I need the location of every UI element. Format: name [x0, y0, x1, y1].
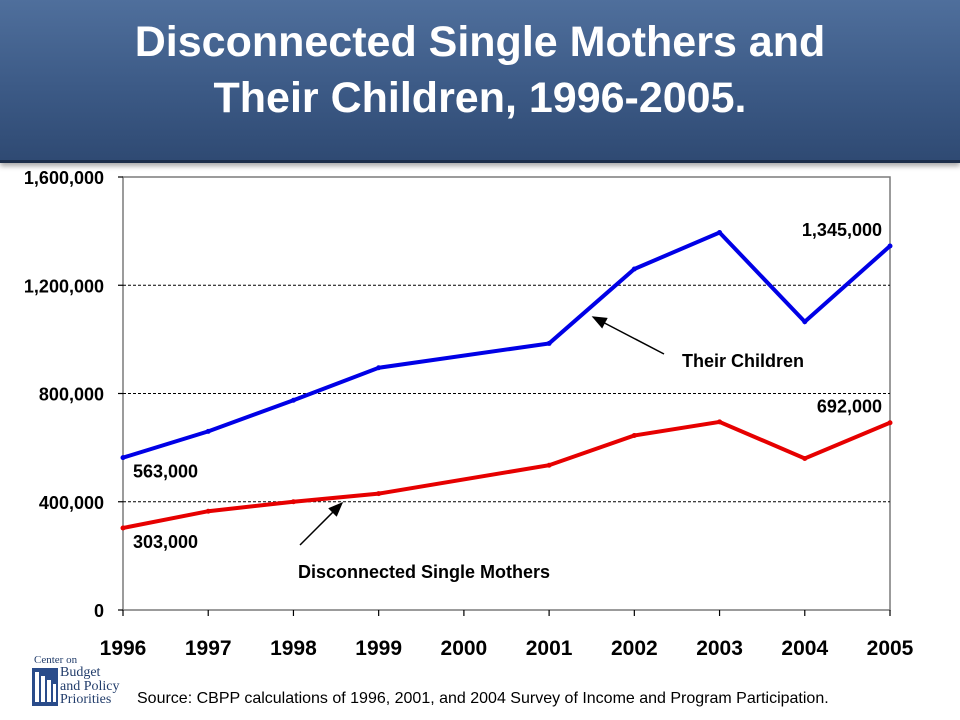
data-label: 563,000: [133, 462, 198, 482]
y-tick-label: 800,000: [39, 385, 104, 405]
data-point: [290, 499, 296, 505]
data-point: [205, 508, 211, 514]
x-tick-label: 2000: [441, 637, 488, 660]
logo-mark-icon: [32, 668, 58, 706]
data-point: [376, 365, 382, 371]
annotation-single-mothers: Disconnected Single Mothers: [298, 562, 550, 582]
x-tick-label: 2001: [526, 637, 573, 660]
line-chart: 0 400,000 800,000 1,200,000 1,600,000 1996 199…: [24, 168, 914, 660]
data-point: [717, 229, 723, 235]
data-point: [376, 491, 382, 497]
title-line-2: Their Children, 1996-2005.: [213, 74, 747, 122]
data-point: [546, 462, 552, 468]
x-tick-label: 1996: [100, 637, 147, 660]
x-tick-label: 1997: [185, 637, 232, 660]
x-tick-label: 1999: [355, 637, 402, 660]
logo-text-and-policy: and Policy: [60, 679, 120, 694]
data-label: 303,000: [133, 532, 198, 552]
y-tick-label: 1,200,000: [24, 276, 104, 296]
source-note: Source: CBPP calculations of 1996, 2001,…: [137, 690, 829, 707]
data-point: [120, 525, 126, 531]
data-point: [290, 397, 296, 403]
y-tick-label: 1,600,000: [24, 168, 104, 188]
logo-text-budget: Budget: [60, 665, 101, 680]
y-tick-label: 400,000: [39, 493, 104, 513]
x-tick-label: 1998: [270, 637, 317, 660]
annotation-arrow: [591, 316, 665, 355]
annotation-their-children: Their Children: [682, 351, 804, 371]
data-point: [631, 432, 637, 438]
logo-text-center-on: Center on: [34, 654, 78, 666]
logo-text-priorities: Priorities: [60, 692, 112, 707]
y-tick-label: 0: [94, 601, 104, 621]
data-label: 1,345,000: [802, 220, 882, 240]
x-tick-label: 2005: [867, 637, 914, 660]
data-point: [631, 266, 637, 272]
slide-title: Disconnected Single Mothers and Their Ch…: [0, 14, 960, 126]
data-point: [546, 340, 552, 346]
cbpp-logo: Center on Budget and Policy Priorities: [28, 654, 128, 714]
data-label: 692,000: [817, 397, 882, 417]
data-point: [802, 455, 808, 461]
annotation-arrow: [299, 501, 344, 546]
x-tick-label: 2002: [611, 637, 658, 660]
data-point: [887, 420, 893, 426]
data-point: [120, 455, 126, 461]
data-point: [887, 243, 893, 249]
title-banner: Disconnected Single Mothers and Their Ch…: [0, 0, 960, 163]
data-point: [717, 419, 723, 425]
x-tick-label: 2004: [781, 637, 828, 660]
title-line-1: Disconnected Single Mothers and: [134, 18, 826, 66]
data-point: [802, 319, 808, 325]
data-point: [205, 428, 211, 434]
x-tick-label: 2003: [696, 637, 743, 660]
